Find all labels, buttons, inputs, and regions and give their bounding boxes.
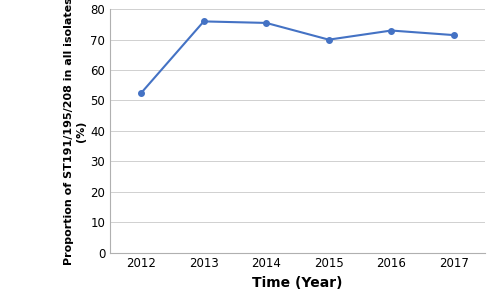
Y-axis label: Proportion of ST191/195/208 in all isolates
(%): Proportion of ST191/195/208 in all isola… (64, 0, 86, 265)
X-axis label: Time (Year): Time (Year) (252, 276, 343, 290)
